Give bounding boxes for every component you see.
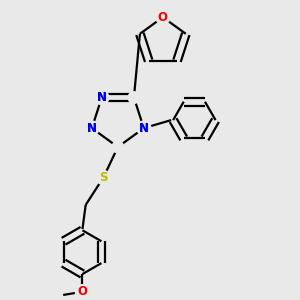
Text: N: N <box>139 122 149 135</box>
Text: O: O <box>158 11 168 24</box>
Text: N: N <box>87 122 97 135</box>
Text: N: N <box>97 91 107 104</box>
Text: S: S <box>99 171 108 184</box>
Circle shape <box>137 121 151 135</box>
Circle shape <box>112 141 124 153</box>
Circle shape <box>75 285 89 299</box>
Text: N: N <box>97 91 107 104</box>
Text: O: O <box>77 285 88 298</box>
Text: N: N <box>87 122 97 135</box>
Circle shape <box>95 91 109 105</box>
Circle shape <box>156 10 170 24</box>
Circle shape <box>128 92 140 103</box>
Text: N: N <box>139 122 149 135</box>
Circle shape <box>96 170 110 185</box>
Circle shape <box>85 121 99 135</box>
